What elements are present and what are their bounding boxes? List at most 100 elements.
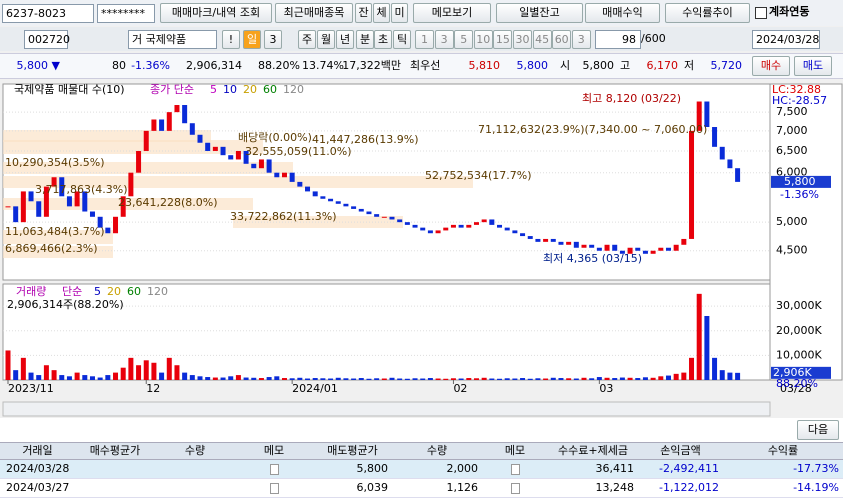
volume-bar bbox=[489, 378, 495, 380]
period-button[interactable]: 일 bbox=[243, 30, 261, 49]
account-select[interactable]: 6237-8023 bbox=[2, 4, 94, 23]
candle bbox=[389, 216, 395, 220]
volume-bar bbox=[28, 372, 34, 380]
candle bbox=[5, 206, 11, 208]
legend-entry: 60 bbox=[127, 285, 141, 298]
toolbar-button[interactable]: 미 bbox=[391, 3, 408, 23]
volume-bar bbox=[274, 376, 280, 380]
candle bbox=[581, 244, 587, 248]
volume-bar bbox=[120, 367, 126, 380]
volume-bar bbox=[235, 375, 241, 380]
period-button[interactable]: 틱 bbox=[393, 30, 411, 49]
chart-title: 거래량 bbox=[16, 285, 46, 298]
alert-button[interactable]: ! bbox=[222, 30, 240, 49]
buy-button[interactable]: 매수 bbox=[752, 56, 790, 76]
interval-button[interactable]: 3 bbox=[571, 30, 591, 49]
checkbox[interactable] bbox=[755, 7, 767, 19]
interval-button[interactable]: 3 bbox=[434, 30, 454, 49]
header-bg bbox=[0, 442, 843, 460]
period-button[interactable]: 초 bbox=[374, 30, 392, 49]
y-tick-label: 5,000 bbox=[776, 215, 808, 228]
candle bbox=[205, 142, 211, 151]
period-button[interactable]: 3 bbox=[264, 30, 282, 49]
annotation: 6,869,466(2.3%) bbox=[5, 242, 98, 255]
candle bbox=[197, 134, 203, 143]
candle bbox=[312, 191, 318, 197]
toolbar-button[interactable]: 수익률추이 bbox=[665, 3, 750, 23]
toolbar-button[interactable]: 매매수익 bbox=[585, 3, 660, 23]
volume-bar bbox=[550, 377, 556, 380]
y-tick-label: 7,000 bbox=[776, 124, 808, 137]
table-row-bg[interactable] bbox=[0, 460, 843, 479]
table-header: 수익률 bbox=[767, 444, 799, 457]
volume-bar bbox=[397, 378, 403, 380]
volume-bar bbox=[143, 360, 149, 380]
table-row-bg[interactable] bbox=[0, 479, 843, 498]
toolbar-button[interactable]: 잔 bbox=[355, 3, 372, 23]
stock-name[interactable]: 거 국제약품 bbox=[128, 30, 217, 49]
volume-bar bbox=[212, 377, 218, 380]
volume-bar bbox=[612, 378, 618, 380]
volume-bar bbox=[420, 378, 426, 380]
table-header: 거래일 bbox=[22, 444, 53, 457]
volume-bar bbox=[581, 377, 587, 380]
interval-button[interactable]: 15 bbox=[493, 30, 513, 49]
candle bbox=[427, 230, 433, 234]
interval-button[interactable]: 5 bbox=[454, 30, 474, 49]
quote-bg bbox=[0, 53, 843, 79]
interval-button[interactable]: 60 bbox=[552, 30, 572, 49]
candle bbox=[66, 196, 72, 207]
legend-entry: 단순 bbox=[62, 285, 82, 298]
interval-button[interactable]: 30 bbox=[513, 30, 532, 49]
stock-code[interactable]: 002720 bbox=[24, 30, 70, 49]
period-button[interactable]: 분 bbox=[356, 30, 374, 49]
password[interactable]: ******** bbox=[97, 4, 155, 23]
date-box[interactable]: 2024/03/28 bbox=[752, 30, 820, 49]
table-cell: 2024/03/27 bbox=[6, 481, 70, 494]
next-button[interactable]: 다음 bbox=[797, 420, 839, 440]
candle bbox=[689, 130, 695, 239]
toolbar-button[interactable]: 매매마크/내역 조회 bbox=[160, 3, 272, 23]
toolbar-button[interactable]: 일별잔고 bbox=[496, 3, 583, 23]
interval-button[interactable]: 10 bbox=[473, 30, 493, 49]
volume-bar bbox=[635, 378, 641, 380]
volume-bar bbox=[220, 377, 226, 380]
sell-button[interactable]: 매도 bbox=[794, 56, 832, 76]
checkbox-label[interactable]: 계좌연동 bbox=[769, 5, 810, 18]
period-button[interactable]: 월 bbox=[317, 30, 335, 49]
period-button[interactable]: 주 bbox=[298, 30, 316, 49]
candle bbox=[596, 247, 602, 251]
candle bbox=[374, 214, 380, 217]
volume-bar bbox=[358, 378, 364, 380]
x-tick-label: 2024/01 bbox=[292, 382, 338, 395]
candle bbox=[51, 177, 57, 187]
annotation: 최고 8,120 (03/22) bbox=[582, 92, 681, 105]
volume-bar bbox=[136, 365, 142, 380]
count-box[interactable]: 98 bbox=[595, 30, 641, 49]
cursor-date: 03/28 bbox=[780, 382, 812, 395]
volume-bar bbox=[74, 372, 80, 380]
period-button[interactable]: 년 bbox=[336, 30, 354, 49]
candle bbox=[281, 172, 287, 178]
volume-bar bbox=[166, 357, 172, 380]
interval-button[interactable]: 1 bbox=[415, 30, 434, 49]
quote-field: 5,800 ▼ bbox=[16, 59, 60, 72]
candle bbox=[228, 155, 234, 160]
volume-bar bbox=[243, 377, 249, 380]
toolbar-button[interactable]: 체 bbox=[373, 3, 390, 23]
volume-bar bbox=[427, 378, 433, 380]
memo-icon bbox=[270, 464, 279, 475]
candle bbox=[481, 219, 487, 223]
toolbar-button[interactable]: 메모보기 bbox=[413, 3, 491, 23]
candle bbox=[220, 146, 226, 156]
lc-label: LC:32.88 bbox=[772, 83, 821, 96]
candle bbox=[604, 244, 610, 251]
toolbar-button[interactable]: 최근매매종목 bbox=[275, 3, 353, 23]
candle bbox=[335, 201, 341, 204]
candle bbox=[435, 230, 441, 234]
volume-bar bbox=[450, 378, 456, 380]
volume-bar bbox=[704, 316, 710, 380]
volume-bar bbox=[404, 378, 410, 380]
table-header: 메모 bbox=[263, 444, 285, 457]
interval-button[interactable]: 45 bbox=[532, 30, 552, 49]
